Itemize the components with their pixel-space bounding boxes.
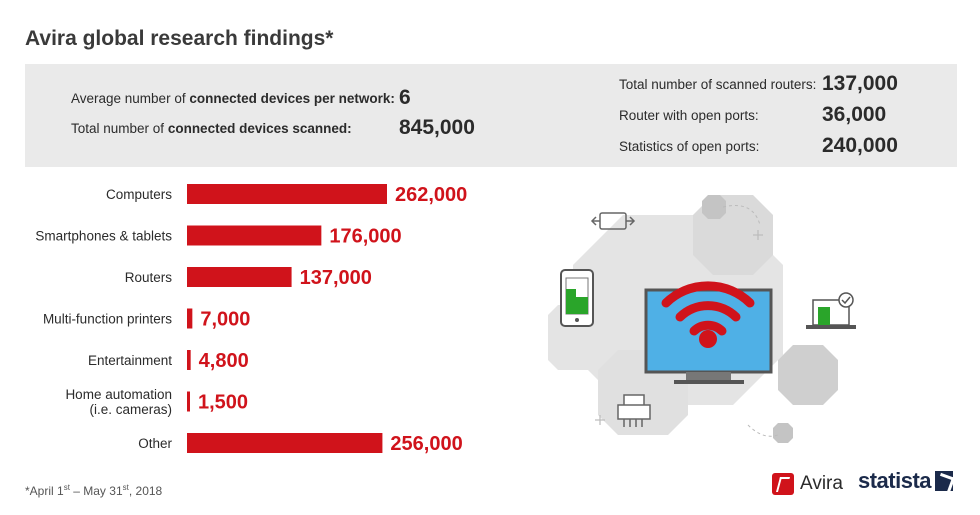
routers-label: Total number of scanned routers: bbox=[619, 77, 817, 92]
avira-logo-text: Avira bbox=[800, 473, 843, 494]
category-label: Multi-function printers bbox=[43, 312, 172, 327]
value-label: 256,000 bbox=[390, 433, 462, 455]
wifi-icon bbox=[661, 281, 755, 336]
bar bbox=[187, 391, 190, 412]
statista-logo: statista bbox=[858, 468, 954, 494]
dashed-connector bbox=[722, 205, 761, 226]
statista-logo-text: statista bbox=[858, 468, 932, 493]
category-label: Home automation (i.e. cameras) bbox=[65, 387, 172, 417]
category-label: Computers bbox=[106, 187, 172, 202]
port-stats-label: Statistics of open ports: bbox=[619, 139, 760, 154]
avg-devices-value: 6 bbox=[399, 86, 411, 109]
value-label: 176,000 bbox=[329, 226, 401, 248]
laptop-icon bbox=[806, 292, 856, 329]
statista-logo-icon bbox=[935, 471, 954, 491]
category-label: Entertainment bbox=[88, 353, 172, 368]
bar bbox=[187, 350, 191, 370]
printer-icon bbox=[617, 394, 651, 427]
bar bbox=[187, 267, 292, 287]
category-label: Other bbox=[138, 436, 172, 451]
bar bbox=[187, 308, 193, 329]
port-stats-value: 240,000 bbox=[822, 134, 898, 157]
dashed-connector bbox=[747, 424, 779, 437]
routers-value: 137,000 bbox=[822, 72, 898, 95]
value-label: 262,000 bbox=[395, 184, 467, 206]
avira-logo-icon bbox=[772, 473, 794, 495]
value-label: 137,000 bbox=[300, 267, 372, 289]
open-ports-value: 36,000 bbox=[822, 103, 887, 126]
value-label: 1,500 bbox=[198, 392, 248, 414]
value-label: 7,000 bbox=[200, 309, 250, 331]
tablet-icon bbox=[560, 269, 594, 327]
device-bar-chart: Computers 262,000 Smartphones & tablets 176… bbox=[35, 184, 467, 455]
total-devices-value: 845,000 bbox=[399, 116, 475, 139]
bar bbox=[187, 184, 387, 204]
bar bbox=[187, 433, 383, 453]
stats-panel: Average number of connected devices per … bbox=[25, 64, 957, 167]
avira-logo: Avira bbox=[772, 470, 843, 498]
page-title: Avira global research findings* bbox=[25, 27, 334, 50]
bar bbox=[187, 225, 322, 246]
footnote: *April 1st – May 31st, 2018 bbox=[25, 483, 163, 498]
avg-devices-label: Average number of connected devices per … bbox=[71, 91, 395, 106]
category-label: Routers bbox=[125, 270, 173, 285]
wifi-dot bbox=[699, 330, 717, 348]
open-ports-label: Router with open ports: bbox=[619, 108, 759, 123]
value-label: 4,800 bbox=[199, 350, 249, 372]
router-icon bbox=[590, 212, 636, 230]
network-illustration bbox=[548, 195, 856, 443]
plus-marks bbox=[595, 230, 763, 425]
total-devices-label: Total number of connected devices scanne… bbox=[71, 121, 352, 136]
category-label: Smartphones & tablets bbox=[35, 229, 172, 244]
